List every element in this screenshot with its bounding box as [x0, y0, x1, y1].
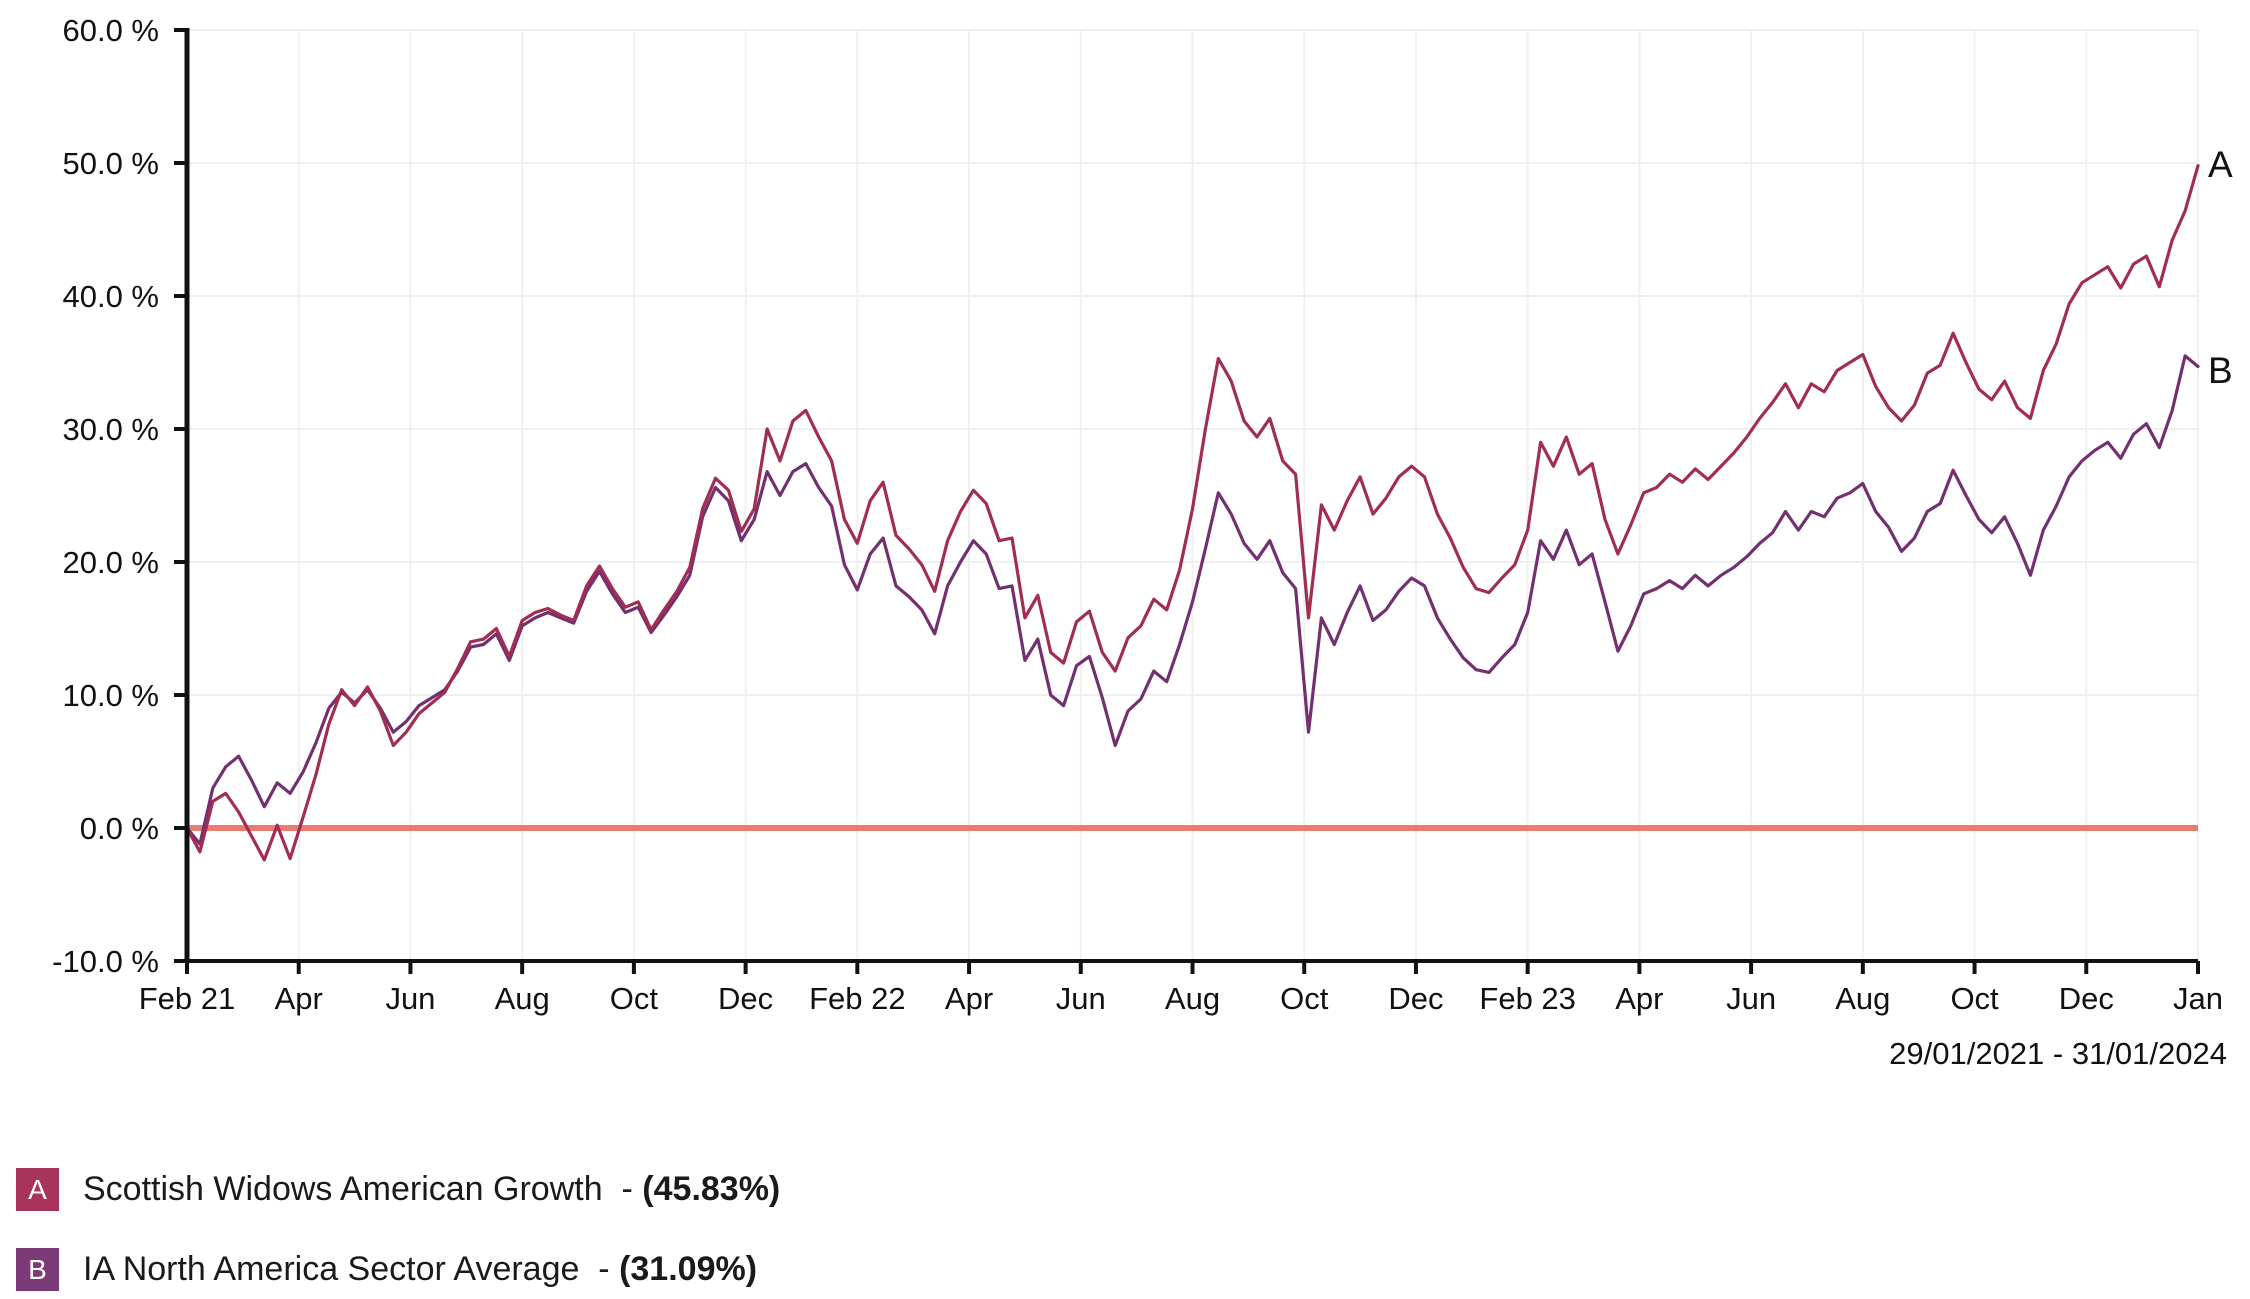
legend-marker-a: A [16, 1168, 59, 1211]
series-b-name: IA North America Sector Average [83, 1250, 580, 1288]
x-axis-tick-label: Feb 23 [1479, 981, 1576, 1016]
series-a-value: (45.83%) [642, 1170, 781, 1208]
series-a-name: Scottish Widows American Growth [83, 1170, 603, 1208]
series-b-end-label: B [2208, 350, 2233, 392]
y-axis-tick-label: 10.0 % [62, 678, 159, 713]
x-axis-tick-label: Feb 22 [809, 981, 906, 1016]
series-b-value: (31.09%) [619, 1250, 758, 1288]
legend-item-a: A Scottish Widows American Growth - (45.… [16, 1168, 780, 1211]
x-axis-tick-label: Oct [1280, 981, 1329, 1016]
series-a-line [185, 164, 2200, 862]
series-a-end-label: A [2208, 143, 2233, 185]
x-axis-tick-label: Jun [1726, 981, 1776, 1016]
x-axis-tick-label: Jun [385, 981, 435, 1016]
y-axis-tick-label: 60.0 % [62, 13, 159, 48]
legend-item-b: B IA North America Sector Average - (31.… [16, 1248, 780, 1291]
y-axis-tick-label: 50.0 % [62, 146, 159, 181]
x-axis-tick-label: Apr [945, 981, 993, 1016]
x-axis-tick-label: Aug [495, 981, 550, 1016]
x-axis-tick-label: Jan [2173, 981, 2223, 1016]
x-axis-tick-label: Apr [1615, 981, 1663, 1016]
date-range-label: 29/01/2021 - 31/01/2024 [1889, 1036, 2227, 1071]
x-axis-tick-label: Jun [1056, 981, 1106, 1016]
x-axis-tick-label: Aug [1165, 981, 1220, 1016]
x-axis-tick-label: Aug [1835, 981, 1890, 1016]
y-axis-tick-label: 30.0 % [62, 412, 159, 447]
y-axis-tick-label: 40.0 % [62, 279, 159, 314]
legend-separator-a: - [602, 1170, 643, 1208]
y-axis-tick-label: 20.0 % [62, 545, 159, 580]
legend-label-a: Scottish Widows American Growth - (45.83… [83, 1170, 780, 1209]
y-axis-tick-label: -10.0 % [52, 944, 159, 979]
x-axis-tick-label: Dec [2059, 981, 2114, 1016]
x-axis-tick-label: Dec [1388, 981, 1443, 1016]
x-axis-tick-label: Apr [275, 981, 323, 1016]
legend-marker-b: B [16, 1248, 59, 1291]
x-axis-tick-label: Feb 21 [139, 981, 236, 1016]
x-axis-tick-label: Oct [1950, 981, 1999, 1016]
x-axis-tick-label: Dec [718, 981, 773, 1016]
legend-label-b: IA North America Sector Average - (31.09… [83, 1250, 757, 1289]
y-axis-tick-label: 0.0 % [80, 811, 159, 846]
x-axis-tick-label: Oct [610, 981, 659, 1016]
series-b-line [185, 354, 2200, 846]
legend: A Scottish Widows American Growth - (45.… [16, 1168, 780, 1291]
performance-chart: 60.0 % 50.0 % 40.0 % 30.0 % 20.0 % 10.0 % 0.0 … [52, 13, 2223, 1016]
legend-separator-b: - [579, 1250, 620, 1288]
